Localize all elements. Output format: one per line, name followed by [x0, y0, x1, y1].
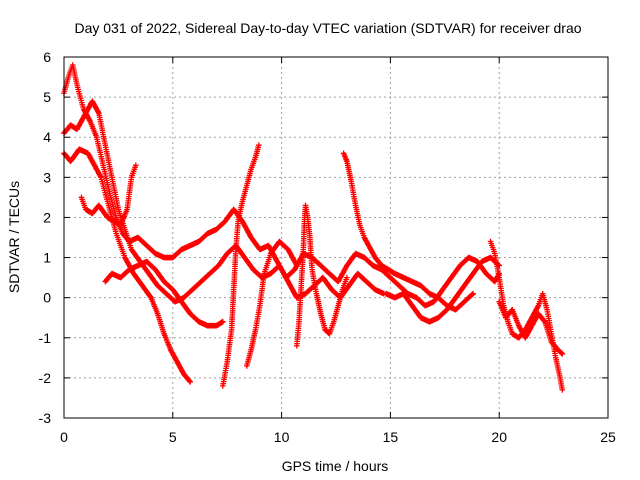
- y-tick-label: 4: [43, 129, 51, 145]
- x-tick-label: 15: [383, 429, 399, 445]
- series-track-8: [294, 202, 350, 349]
- x-tick-label: 0: [60, 429, 68, 445]
- y-tick-label: 3: [43, 169, 51, 185]
- grid: [64, 57, 608, 418]
- y-axis-label: SDTVAR / TECUs: [6, 181, 22, 293]
- x-tick-label: 10: [274, 429, 290, 445]
- series-track-12: [383, 254, 502, 325]
- y-tick-label: -3: [39, 410, 52, 426]
- series-track-11: [496, 298, 566, 357]
- series-track-7: [244, 238, 300, 369]
- series-markers: [496, 298, 566, 357]
- y-tick-label: -2: [39, 370, 52, 386]
- series-markers: [487, 238, 566, 393]
- series-markers: [78, 162, 139, 229]
- series-track-10: [487, 238, 566, 393]
- x-axis-label: GPS time / hours: [282, 458, 389, 474]
- axes: 0 5 10 15 20 25 -3 -2 -1 0 1 2 3 4 5 6: [39, 49, 616, 445]
- data-layer: [61, 62, 566, 393]
- x-tick-label: 20: [491, 429, 507, 445]
- plot-frame: [63, 56, 609, 419]
- series-markers: [294, 202, 350, 349]
- series-markers: [383, 254, 502, 325]
- series-markers: [102, 258, 226, 329]
- y-tick-label: 5: [43, 89, 51, 105]
- y-tick-label: 6: [43, 49, 51, 65]
- x-tick-label: 5: [169, 429, 177, 445]
- series-track-6: [220, 142, 262, 389]
- series-track-5: [78, 162, 139, 229]
- y-tick-label: 2: [43, 209, 51, 225]
- y-tick-label: -1: [39, 330, 52, 346]
- series-markers: [340, 150, 476, 313]
- y-tick-label: 1: [43, 250, 51, 266]
- series-markers: [220, 142, 262, 389]
- series-track-4: [102, 258, 226, 329]
- series-markers: [244, 238, 300, 369]
- y-tick-label: 0: [43, 290, 51, 306]
- series-track-9: [340, 150, 476, 313]
- x-tick-label: 25: [600, 429, 616, 445]
- chart-title: Day 031 of 2022, Sidereal Day-to-day VTE…: [74, 20, 581, 36]
